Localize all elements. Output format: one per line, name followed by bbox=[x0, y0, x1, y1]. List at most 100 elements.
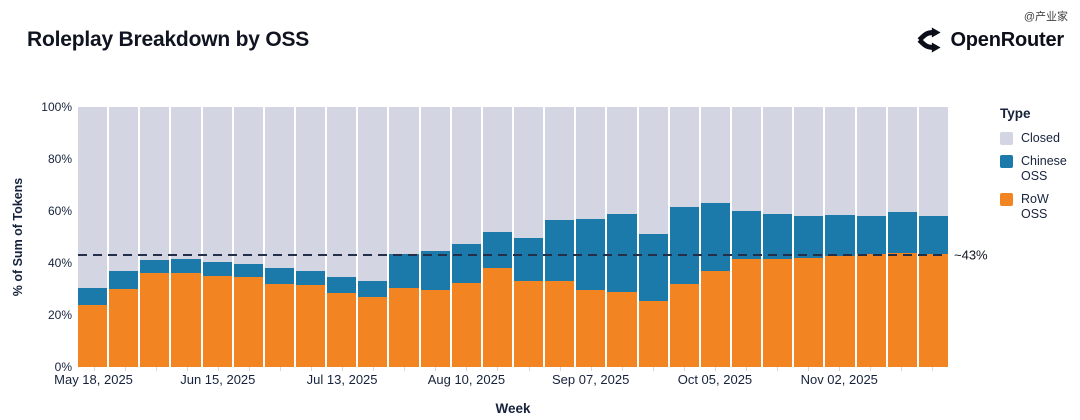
bar-week-sep-07-2025[interactable] bbox=[576, 107, 606, 367]
bar-week-jun-01-2025[interactable] bbox=[140, 107, 170, 367]
bar-segment-closed[interactable] bbox=[545, 107, 575, 221]
bar-week-sep-14-2025[interactable] bbox=[607, 107, 637, 367]
bar-week-jun-29-2025[interactable] bbox=[264, 107, 294, 367]
bar-segment-chinese-oss[interactable] bbox=[109, 270, 139, 289]
bar-week-oct-26-2025[interactable] bbox=[794, 107, 824, 367]
bar-segment-row-oss[interactable] bbox=[607, 291, 637, 367]
bar-week-jul-27-2025[interactable] bbox=[389, 107, 419, 367]
bar-segment-chinese-oss[interactable] bbox=[825, 214, 855, 257]
bar-segment-row-oss[interactable] bbox=[638, 300, 668, 367]
bar-week-jul-06-2025[interactable] bbox=[295, 107, 326, 367]
bar-segment-row-oss[interactable] bbox=[451, 282, 481, 367]
bar-week-oct-19-2025[interactable] bbox=[763, 107, 793, 367]
bar-segment-row-oss[interactable] bbox=[731, 259, 762, 367]
bar-segment-row-oss[interactable] bbox=[140, 273, 170, 367]
bar-segment-chinese-oss[interactable] bbox=[327, 277, 357, 293]
bar-segment-row-oss[interactable] bbox=[545, 281, 575, 367]
bar-segment-row-oss[interactable] bbox=[171, 273, 201, 367]
bar-week-oct-05-2025[interactable] bbox=[700, 107, 730, 367]
bar-segment-closed[interactable] bbox=[202, 107, 232, 262]
bar-segment-closed[interactable] bbox=[576, 107, 606, 219]
bar-segment-closed[interactable] bbox=[358, 107, 388, 282]
bar-segment-closed[interactable] bbox=[78, 107, 108, 288]
bar-segment-row-oss[interactable] bbox=[264, 283, 294, 367]
bar-segment-chinese-oss[interactable] bbox=[794, 216, 824, 258]
bar-segment-chinese-oss[interactable] bbox=[358, 281, 388, 297]
bar-week-oct-12-2025[interactable] bbox=[731, 107, 762, 367]
bar-week-nov-02-2025[interactable] bbox=[825, 107, 855, 367]
bar-segment-chinese-oss[interactable] bbox=[202, 261, 232, 276]
bar-segment-closed[interactable] bbox=[669, 107, 699, 208]
bar-segment-row-oss[interactable] bbox=[856, 253, 886, 367]
bar-segment-row-oss[interactable] bbox=[482, 268, 512, 367]
bar-segment-closed[interactable] bbox=[264, 107, 294, 269]
bar-segment-closed[interactable] bbox=[856, 107, 886, 217]
bar-week-aug-24-2025[interactable] bbox=[513, 107, 544, 367]
legend-item-chinese-oss[interactable]: Chinese OSS bbox=[1000, 154, 1078, 183]
bar-segment-row-oss[interactable] bbox=[887, 252, 917, 367]
bar-segment-closed[interactable] bbox=[295, 107, 326, 271]
bar-segment-closed[interactable] bbox=[327, 107, 357, 278]
bar-segment-closed[interactable] bbox=[763, 107, 793, 214]
legend-item-row-oss[interactable]: RoW OSS bbox=[1000, 192, 1078, 221]
legend-item-closed[interactable]: Closed bbox=[1000, 131, 1078, 145]
bar-segment-chinese-oss[interactable] bbox=[700, 203, 730, 271]
bar-segment-row-oss[interactable] bbox=[358, 296, 388, 367]
bar-week-nov-16-2025[interactable] bbox=[887, 107, 917, 367]
bar-segment-closed[interactable] bbox=[513, 107, 544, 239]
bar-segment-chinese-oss[interactable] bbox=[638, 234, 668, 301]
bar-segment-closed[interactable] bbox=[171, 107, 201, 260]
bar-segment-closed[interactable] bbox=[607, 107, 637, 214]
bar-segment-closed[interactable] bbox=[140, 107, 170, 261]
bar-segment-closed[interactable] bbox=[233, 107, 263, 265]
bar-segment-row-oss[interactable] bbox=[794, 257, 824, 367]
bar-segment-closed[interactable] bbox=[482, 107, 512, 232]
bar-segment-closed[interactable] bbox=[109, 107, 139, 271]
bar-segment-row-oss[interactable] bbox=[576, 290, 606, 367]
bar-segment-row-oss[interactable] bbox=[78, 304, 108, 367]
bar-segment-row-oss[interactable] bbox=[295, 285, 326, 367]
bar-segment-chinese-oss[interactable] bbox=[482, 231, 512, 269]
bar-week-jul-20-2025[interactable] bbox=[358, 107, 388, 367]
bar-segment-closed[interactable] bbox=[700, 107, 730, 204]
bar-segment-chinese-oss[interactable] bbox=[918, 216, 948, 254]
bar-segment-chinese-oss[interactable] bbox=[669, 207, 699, 284]
bar-segment-chinese-oss[interactable] bbox=[451, 243, 481, 283]
bar-week-jul-13-2025[interactable] bbox=[327, 107, 357, 367]
bar-segment-closed[interactable] bbox=[638, 107, 668, 235]
bar-segment-chinese-oss[interactable] bbox=[420, 251, 450, 291]
bar-week-aug-17-2025[interactable] bbox=[482, 107, 512, 367]
bar-week-aug-03-2025[interactable] bbox=[420, 107, 450, 367]
bar-segment-row-oss[interactable] bbox=[202, 275, 232, 367]
bar-segment-chinese-oss[interactable] bbox=[513, 238, 544, 282]
bar-segment-row-oss[interactable] bbox=[513, 281, 544, 367]
bar-week-jun-08-2025[interactable] bbox=[171, 107, 201, 367]
bar-segment-row-oss[interactable] bbox=[327, 292, 357, 367]
bar-segment-row-oss[interactable] bbox=[825, 256, 855, 367]
bar-week-sep-21-2025[interactable] bbox=[638, 107, 668, 367]
bar-week-may-25-2025[interactable] bbox=[109, 107, 139, 367]
bar-segment-chinese-oss[interactable] bbox=[545, 220, 575, 282]
bar-segment-closed[interactable] bbox=[420, 107, 450, 252]
bar-week-may-18-2025[interactable] bbox=[78, 107, 108, 367]
bar-week-aug-31-2025[interactable] bbox=[545, 107, 575, 367]
bar-segment-row-oss[interactable] bbox=[763, 259, 793, 367]
bar-segment-row-oss[interactable] bbox=[233, 277, 263, 367]
bar-segment-chinese-oss[interactable] bbox=[607, 213, 637, 292]
bar-week-jun-15-2025[interactable] bbox=[202, 107, 232, 367]
bar-week-sep-28-2025[interactable] bbox=[669, 107, 699, 367]
bar-segment-closed[interactable] bbox=[887, 107, 917, 213]
bar-segment-closed[interactable] bbox=[389, 107, 419, 254]
bar-segment-row-oss[interactable] bbox=[918, 253, 948, 367]
bar-segment-chinese-oss[interactable] bbox=[171, 259, 201, 274]
bar-segment-chinese-oss[interactable] bbox=[887, 212, 917, 253]
bar-segment-closed[interactable] bbox=[451, 107, 481, 244]
bar-segment-row-oss[interactable] bbox=[420, 290, 450, 367]
bar-segment-row-oss[interactable] bbox=[700, 270, 730, 367]
bar-segment-row-oss[interactable] bbox=[389, 287, 419, 367]
bar-segment-chinese-oss[interactable] bbox=[731, 211, 762, 260]
bar-segment-chinese-oss[interactable] bbox=[856, 216, 886, 254]
bar-segment-chinese-oss[interactable] bbox=[78, 287, 108, 305]
bar-segment-chinese-oss[interactable] bbox=[389, 253, 419, 288]
bar-week-jun-22-2025[interactable] bbox=[233, 107, 263, 367]
